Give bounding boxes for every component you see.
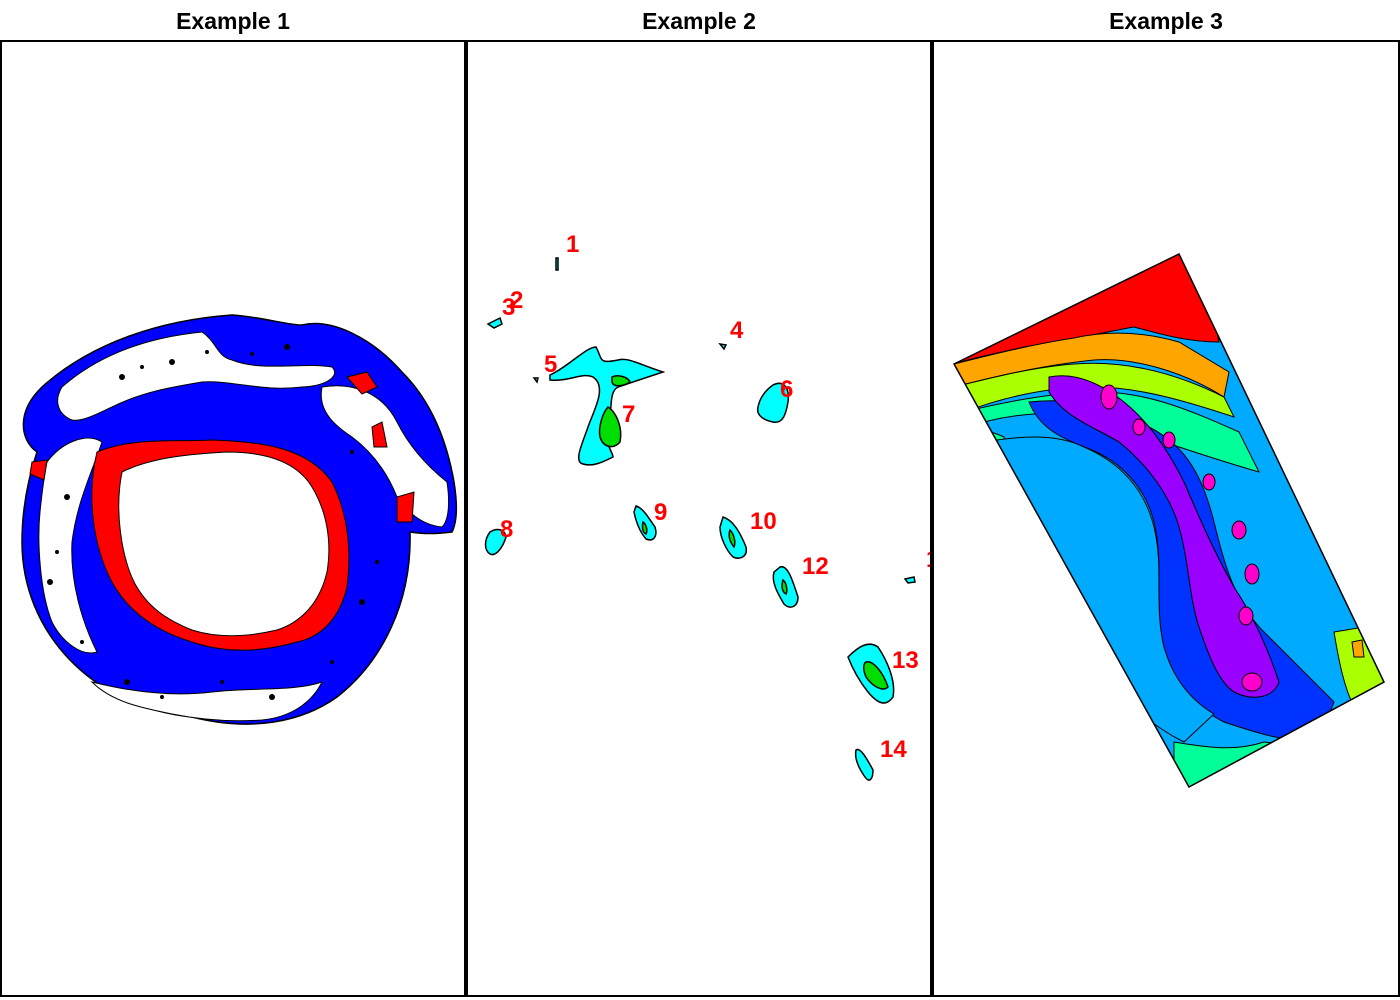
region-labels: 1 2 3 4 5 6 7 8 9 10 12 13 14 1 xyxy=(500,231,930,763)
region-7 xyxy=(549,346,666,466)
band-yellow-green xyxy=(954,362,1235,418)
red-patch-2 xyxy=(29,459,48,481)
map-panel-2: 1 2 3 4 5 6 7 8 9 10 12 13 14 1 xyxy=(466,40,932,997)
island-specks xyxy=(47,344,379,700)
red-patch-1 xyxy=(346,371,378,395)
region-7-core-lower xyxy=(598,406,622,448)
region-5-small xyxy=(532,377,539,384)
region-9-core xyxy=(641,520,648,536)
region-12-core xyxy=(781,578,788,596)
contour-map xyxy=(952,252,1385,789)
region-label: 7 xyxy=(622,401,635,428)
region-2-3 xyxy=(486,316,503,329)
band-bottom-green xyxy=(1173,741,1315,787)
white-band-south xyxy=(90,681,323,722)
region-shapes xyxy=(484,257,916,781)
region-label: 4 xyxy=(730,317,744,344)
white-band-right xyxy=(320,385,450,528)
region-4 xyxy=(718,342,728,351)
band-purple xyxy=(1048,375,1280,698)
region-label: 9 xyxy=(654,499,667,526)
magenta-spots xyxy=(1100,384,1263,692)
region-label: 12 xyxy=(802,553,829,580)
panel-title-3: Example 3 xyxy=(1109,8,1223,34)
red-patch-4 xyxy=(371,421,388,448)
white-band-north xyxy=(57,331,335,421)
strip-outline xyxy=(952,252,1385,789)
continent xyxy=(118,451,330,637)
region-label: 2 xyxy=(510,287,523,314)
region-10-core xyxy=(728,528,736,549)
region-13-core xyxy=(863,661,889,690)
panel-title-1: Example 1 xyxy=(176,8,290,34)
region-label: 5 xyxy=(544,351,557,378)
region-label: 14 xyxy=(880,736,907,763)
region-label: 13 xyxy=(892,647,919,674)
region-6 xyxy=(756,382,790,423)
region-label: 10 xyxy=(750,508,777,535)
region-label: 3 xyxy=(502,294,515,321)
map-panel-1 xyxy=(0,40,466,997)
region-1 xyxy=(555,257,559,271)
panel-title-2: Example 2 xyxy=(642,8,756,34)
region-7-core-upper xyxy=(611,375,631,387)
region-label: 1 xyxy=(926,546,930,573)
antarctic-map xyxy=(21,314,458,725)
region-label: 1 xyxy=(566,231,579,258)
region-8 xyxy=(484,528,507,556)
region-label: 8 xyxy=(500,516,513,543)
region-map: 1 2 3 4 5 6 7 8 9 10 12 13 14 1 xyxy=(484,231,930,781)
red-patch-3 xyxy=(396,491,415,523)
region-11-small xyxy=(903,576,916,584)
region-14 xyxy=(854,748,874,781)
region-label: 6 xyxy=(780,376,793,403)
band-right-orange xyxy=(1351,639,1365,658)
white-band-left xyxy=(38,437,103,654)
map-panel-3 xyxy=(932,40,1400,997)
